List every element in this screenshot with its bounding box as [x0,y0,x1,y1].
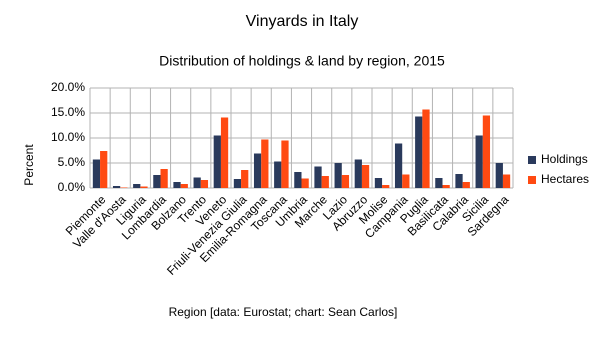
bar [415,116,423,188]
y-tick-label: 15.0% [51,105,85,119]
chart-subtitle: Distribution of holdings & land by regio… [159,53,445,69]
bar [341,175,350,188]
bar [435,178,443,188]
bar [153,175,161,188]
bar [261,139,269,188]
bar [213,135,221,188]
bar [233,179,242,188]
bar [253,153,262,188]
y-tick-label: 5.0% [58,155,86,169]
chart-title: Vinyards in Italy [246,13,359,30]
y-tick-label: 20.0% [51,80,85,94]
legend-swatch [528,176,536,184]
bar [112,186,121,188]
y-axis-label: Percent [22,144,36,186]
legend-label: Holdings [541,152,588,166]
legend-label: Hectares [541,172,589,186]
bar [321,176,329,188]
bar [455,174,463,188]
bar [382,185,390,188]
bar [180,184,188,188]
bar [482,115,491,188]
y-tick-label: 10.0% [51,130,85,144]
bar [354,159,362,188]
bar [402,174,410,188]
bar [133,184,141,188]
bar [193,177,201,188]
bar [442,185,450,188]
bar [274,161,282,188]
bar [173,182,181,188]
bar [462,182,470,188]
bar [394,143,403,188]
bar [361,165,370,188]
bar [475,135,483,188]
y-tick-label: 0.0% [58,180,86,194]
bar [502,174,511,188]
bar [294,172,302,188]
bar [495,163,503,188]
bar [220,117,229,188]
bar [160,169,168,188]
bar [200,180,209,188]
bar [314,166,322,188]
bar [120,187,128,188]
bar [92,159,101,188]
bar [334,163,342,188]
x-axis-label: Region [data: Eurostat; chart: Sean Carl… [169,305,398,319]
bar [241,170,249,188]
bar [422,109,430,188]
bar [374,178,383,188]
legend-swatch [528,156,536,164]
bar [301,178,309,188]
bar [281,140,289,188]
bar [100,151,108,188]
bar [140,186,148,188]
